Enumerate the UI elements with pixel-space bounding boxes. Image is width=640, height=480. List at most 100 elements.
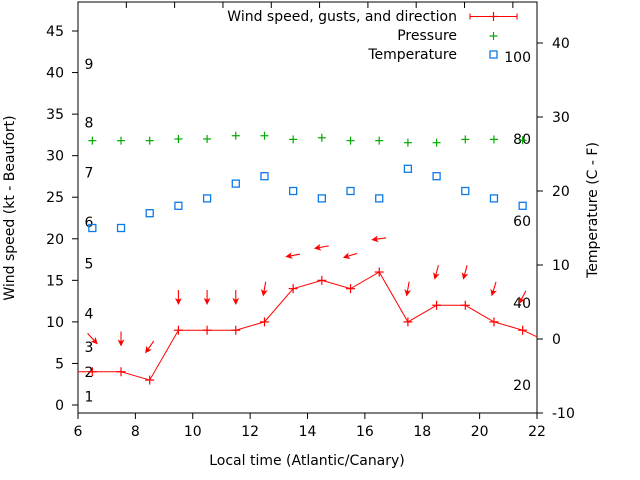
y-tick-label: 20 <box>46 232 64 248</box>
y-tick-label: 45 <box>46 24 64 40</box>
arrow-head-icon <box>342 252 351 259</box>
arrow-head-icon <box>90 336 98 345</box>
arrow-shaft <box>520 290 527 300</box>
arrow-shaft <box>147 340 155 350</box>
x-tick-label: 10 <box>184 424 202 440</box>
arrow-shaft <box>376 237 387 240</box>
x-tick-label: 8 <box>131 424 140 440</box>
temperature-point <box>174 201 183 210</box>
arrow-head-icon <box>461 272 469 280</box>
arrow-head-icon <box>518 296 526 305</box>
y-tick-label: 0 <box>55 398 64 414</box>
wind-direction-arrow <box>145 340 155 354</box>
y2-tick-label: 10 <box>552 258 570 274</box>
inner-scale-label: 20 <box>513 378 531 394</box>
legend-label-pressure: Pressure <box>397 28 457 44</box>
arrow-shaft <box>492 281 497 292</box>
wind-direction-arrow <box>342 252 358 259</box>
inner-scale-label: 60 <box>513 214 531 230</box>
y2-tick-label: 40 <box>552 36 570 52</box>
temperature-point <box>403 164 413 173</box>
arrow-head-icon <box>232 297 240 305</box>
y2-tick-label: 0 <box>552 332 561 348</box>
wind-direction-arrow <box>461 265 469 280</box>
arrow-head-icon <box>260 289 268 297</box>
arrow-shaft <box>87 333 95 342</box>
temperature-point <box>116 223 126 233</box>
legend-sample-temperature-square <box>489 50 498 59</box>
arrow-head-icon <box>371 235 379 243</box>
arrow-head-icon <box>203 297 211 305</box>
inner-scale-label: 100 <box>504 50 531 66</box>
arrow-head-icon <box>175 297 182 305</box>
y2-axis-label: Temperature (C - F) <box>585 142 601 278</box>
y2-tick-label: -10 <box>552 406 575 422</box>
temperature-point <box>202 194 212 203</box>
wind-direction-arrow <box>371 235 387 243</box>
wind-direction-arrow <box>117 331 125 347</box>
arrow-head-icon <box>145 345 152 354</box>
beaufort-label: 9 <box>85 57 94 73</box>
y-tick-label: 25 <box>46 190 64 206</box>
beaufort-label: 6 <box>85 215 94 231</box>
beaufort-label: 7 <box>85 165 94 181</box>
beaufort-label: 2 <box>85 365 94 381</box>
x-tick-label: 14 <box>299 424 317 440</box>
wind-direction-arrow <box>203 289 211 305</box>
wind-direction-arrow <box>175 289 182 305</box>
x-tick-label: 6 <box>74 424 83 440</box>
wind-direction-arrow <box>490 281 497 297</box>
temperature-point <box>518 201 527 210</box>
arrow-head-icon <box>285 252 293 259</box>
arrow-shaft <box>406 281 410 292</box>
arrow-shaft <box>463 265 468 276</box>
arrow-shaft <box>290 253 301 257</box>
y2-tick-label: 20 <box>552 184 570 200</box>
legend-label-temperature: Temperature <box>368 47 457 63</box>
temperature-point <box>289 186 298 196</box>
temperature-point <box>145 209 154 218</box>
beaufort-label: 3 <box>85 340 94 356</box>
y-tick-label: 30 <box>46 149 64 165</box>
beaufort-label: 1 <box>85 390 94 406</box>
wind-direction-arrow <box>260 281 268 297</box>
wind-direction-arrow <box>313 243 329 251</box>
x-tick-label: 12 <box>241 424 259 440</box>
arrow-head-icon <box>117 339 125 347</box>
y-tick-label: 15 <box>46 273 64 289</box>
y-tick-label: 5 <box>55 356 64 372</box>
arrow-shaft <box>347 252 358 257</box>
y-tick-label: 40 <box>46 66 64 82</box>
y-tick-label: 10 <box>46 315 64 331</box>
arrow-head-icon <box>404 289 412 297</box>
x-tick-label: 20 <box>471 424 489 440</box>
arrow-head-icon <box>433 272 440 280</box>
temperature-point <box>231 179 240 188</box>
temperature-point <box>88 223 97 233</box>
y2-tick-label: 30 <box>552 110 570 126</box>
wind-direction-arrow <box>232 289 240 305</box>
wind-direction-arrow <box>404 281 412 297</box>
arrow-shaft <box>318 245 329 249</box>
wind-direction-arrow <box>433 265 440 280</box>
arrow-shaft <box>263 281 267 292</box>
arrow-head-icon <box>313 243 322 251</box>
y-axis-label: Wind speed (kt - Beaufort) <box>2 115 18 301</box>
arrow-shaft <box>435 265 439 276</box>
beaufort-label: 8 <box>85 115 94 131</box>
y-tick-label: 35 <box>46 107 64 123</box>
temperature-point <box>432 172 441 181</box>
wind-direction-arrow <box>87 333 98 345</box>
legend-label-wind: Wind speed, gusts, and direction <box>227 8 457 25</box>
inner-scale-label: 40 <box>513 296 531 312</box>
temperature-point <box>346 186 355 196</box>
x-tick-label: 16 <box>356 424 374 440</box>
beaufort-label: 5 <box>85 257 94 273</box>
arrow-head-icon <box>490 288 497 297</box>
temperature-point <box>260 172 269 181</box>
wind-speed-line <box>78 271 538 381</box>
temperature-point <box>461 186 470 196</box>
temperature-point <box>317 194 326 203</box>
